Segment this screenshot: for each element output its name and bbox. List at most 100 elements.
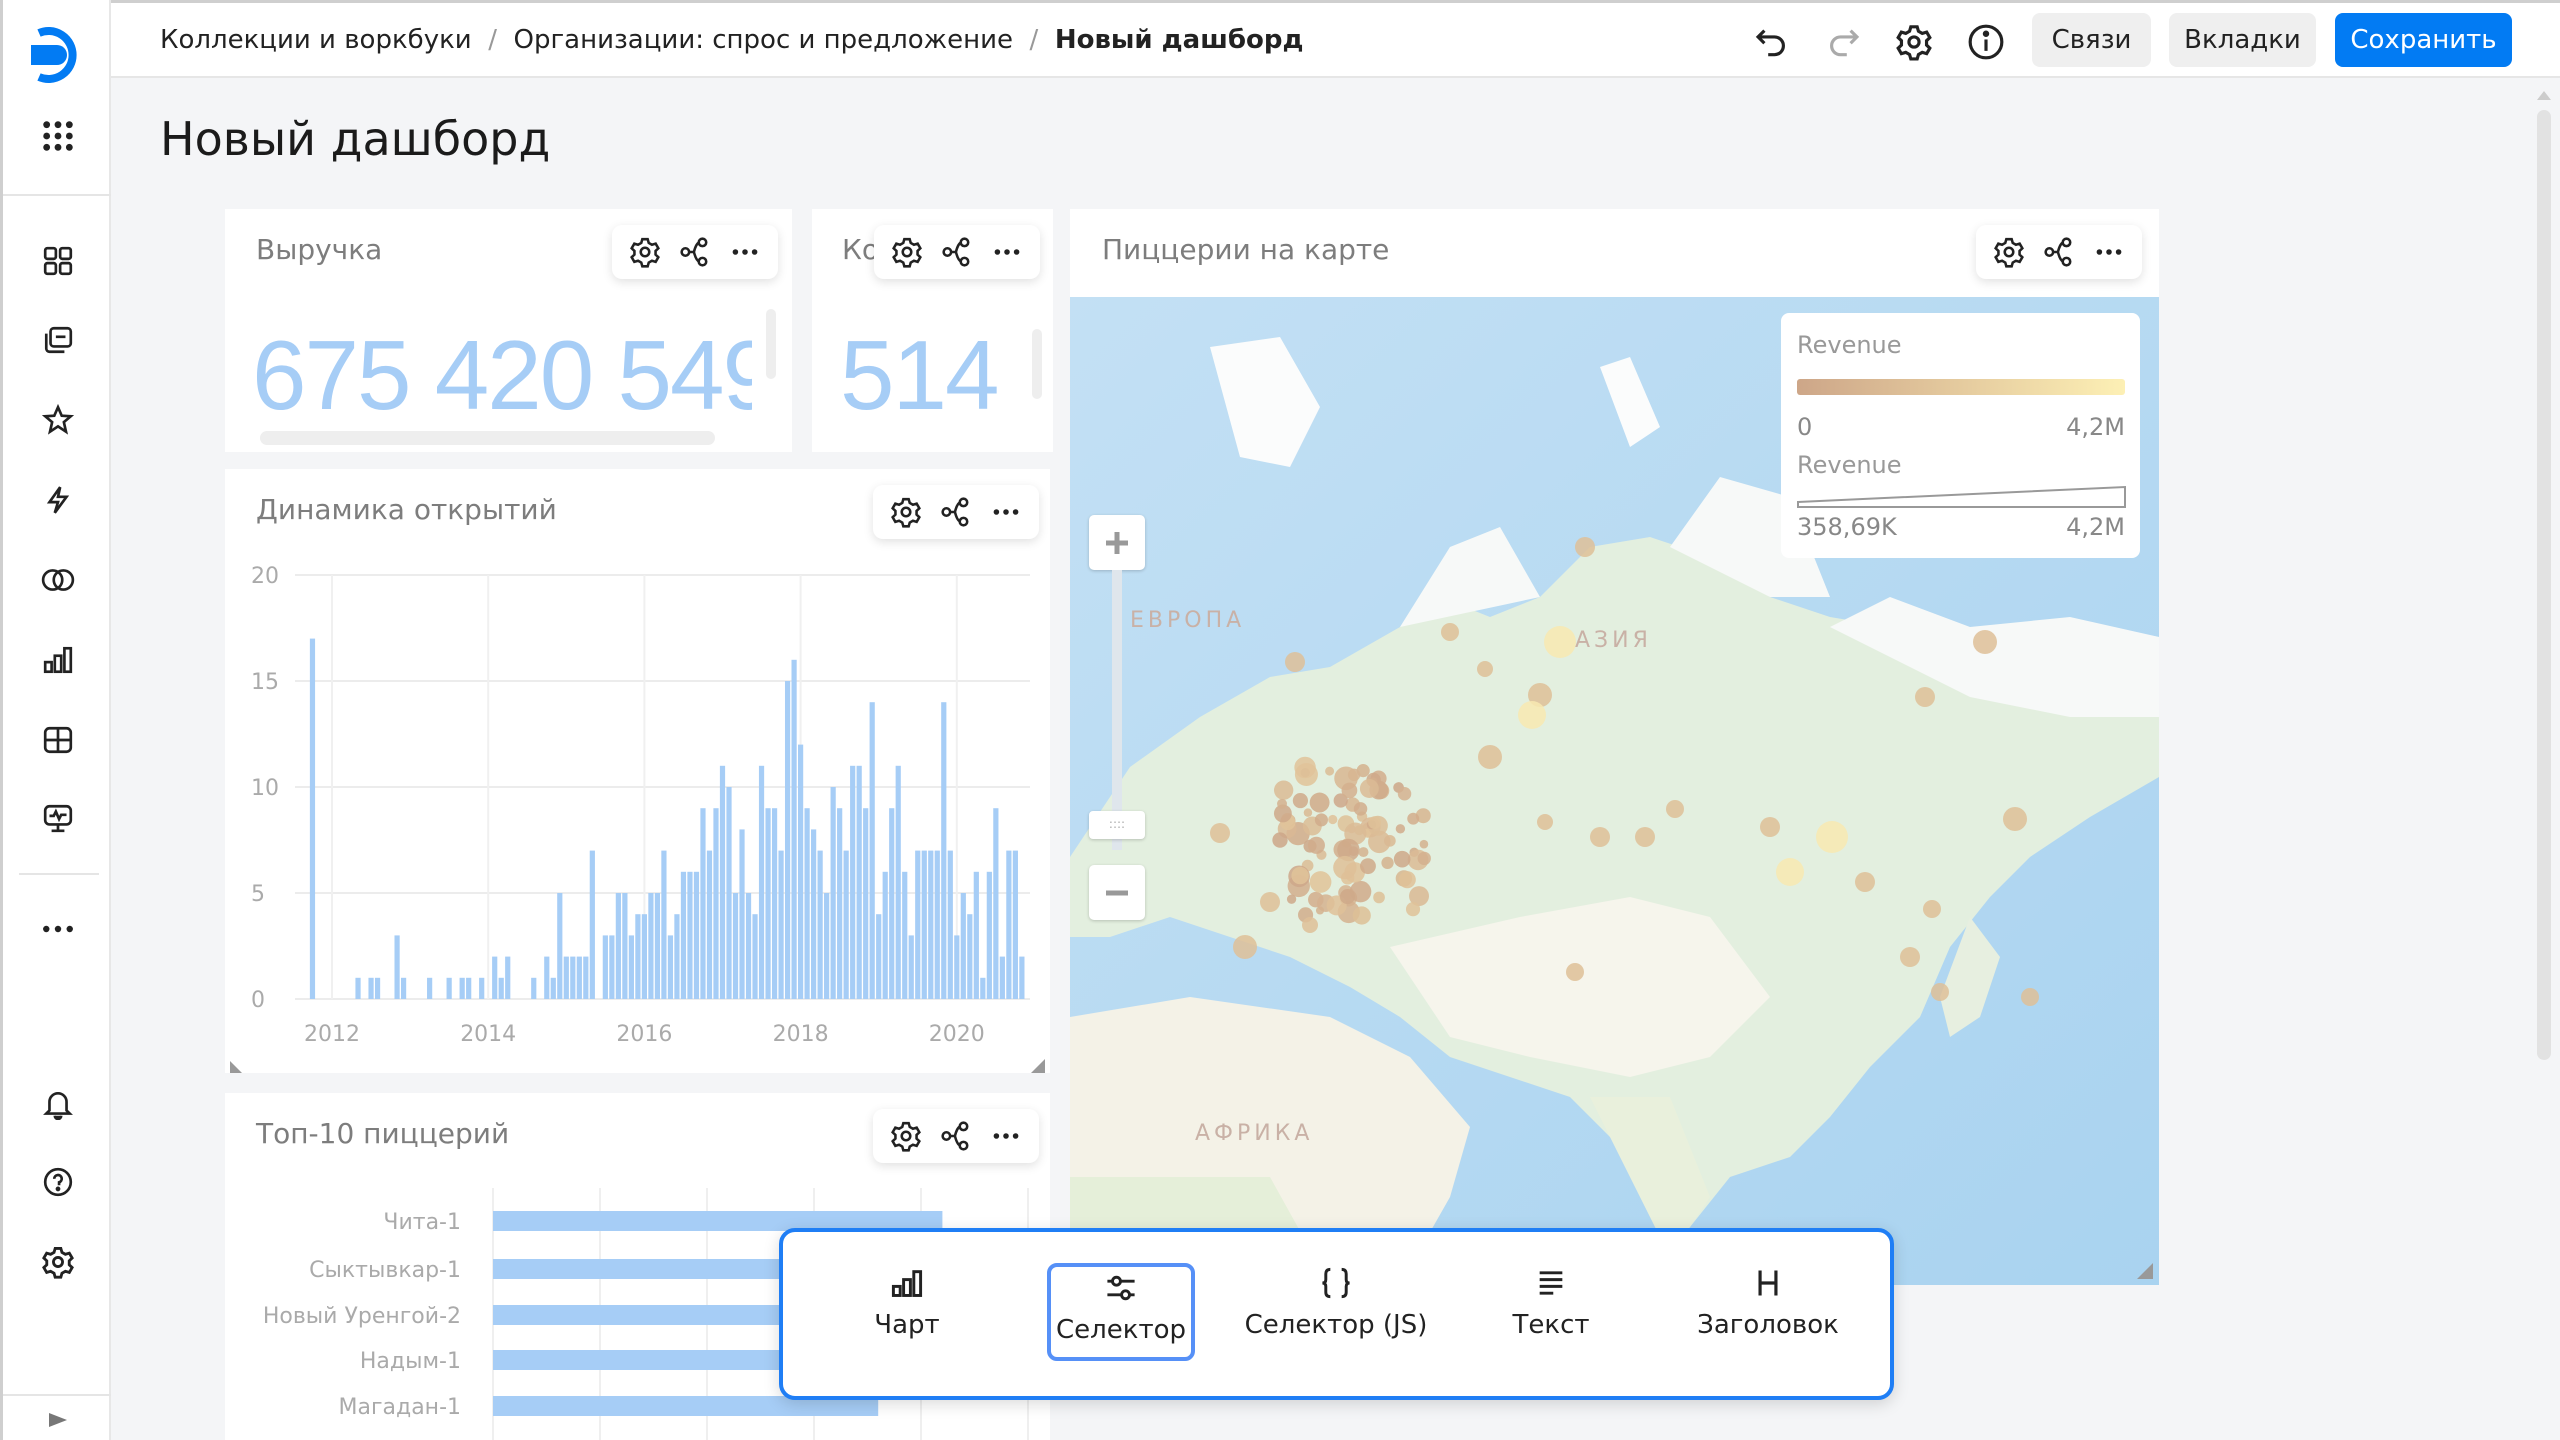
pizzeria-bubble bbox=[1393, 850, 1411, 868]
bar bbox=[882, 871, 888, 999]
zoom-slider-track[interactable] bbox=[1112, 570, 1122, 850]
pizzeria-bubble bbox=[1333, 793, 1348, 808]
category-label: Новый Уренгой-2 bbox=[263, 1304, 461, 1329]
pizzeria-bubble bbox=[1417, 851, 1431, 866]
map-legend: Revenue 0 4,2M Revenue 358,69K 4,2M bbox=[1781, 313, 2140, 558]
settings-icon[interactable] bbox=[891, 236, 923, 268]
pizzeria-bubble bbox=[1477, 661, 1493, 677]
category-label: Чита-1 bbox=[383, 1210, 461, 1235]
share-icon[interactable] bbox=[940, 496, 972, 528]
share-icon[interactable] bbox=[941, 236, 973, 268]
more-icon[interactable] bbox=[729, 236, 761, 268]
add-text-button[interactable]: Текст bbox=[1451, 1262, 1651, 1362]
pizzeria-bubble bbox=[1360, 858, 1376, 875]
bar bbox=[934, 850, 940, 999]
more-icon[interactable] bbox=[991, 236, 1023, 268]
bar bbox=[1019, 956, 1025, 999]
pizzeria-bubble bbox=[2021, 988, 2039, 1006]
collections-icon[interactable] bbox=[38, 241, 78, 281]
page-scrollbar[interactable] bbox=[2535, 80, 2553, 1440]
bar bbox=[589, 850, 595, 999]
pizzeria-bubble bbox=[1816, 821, 1848, 853]
bar bbox=[993, 808, 999, 999]
pizzeria-bubble bbox=[1923, 900, 1941, 918]
undo-icon[interactable] bbox=[1753, 23, 1791, 61]
settings-icon[interactable] bbox=[890, 1120, 922, 1152]
add-selector-js-button[interactable]: Селектор (JS) bbox=[1236, 1262, 1436, 1362]
charts-icon[interactable] bbox=[38, 640, 78, 680]
dynamics-card: Динамика открытий 0 5 10 15 20 2012 2014 2016 20… bbox=[225, 469, 1050, 1073]
connections-bolt-icon[interactable] bbox=[38, 480, 78, 520]
settings-icon[interactable] bbox=[38, 1242, 78, 1282]
redo-icon[interactable] bbox=[1824, 23, 1862, 61]
bar bbox=[817, 850, 823, 999]
notifications-bell-icon[interactable] bbox=[38, 1084, 78, 1124]
save-button[interactable]: Сохранить bbox=[2335, 13, 2512, 67]
breadcrumb-item[interactable]: Коллекции и воркбуки bbox=[160, 25, 472, 55]
more-icon[interactable] bbox=[38, 909, 78, 949]
add-heading-button[interactable]: Заголовок bbox=[1668, 1262, 1868, 1362]
bar bbox=[459, 977, 465, 999]
resize-handle-icon bbox=[1031, 1059, 1045, 1073]
bar bbox=[635, 914, 641, 999]
pizzeria-bubble bbox=[1518, 701, 1546, 729]
bar bbox=[719, 765, 726, 999]
pizzeria-bubble bbox=[1272, 832, 1288, 848]
logo[interactable] bbox=[25, 27, 89, 83]
bar bbox=[693, 871, 700, 999]
bar bbox=[745, 893, 752, 999]
bar bbox=[674, 914, 680, 999]
expand-icon[interactable] bbox=[38, 1400, 78, 1440]
bar bbox=[778, 850, 784, 999]
resize-handle-icon[interactable] bbox=[2137, 1263, 2153, 1279]
pizzeria-bubble bbox=[1575, 537, 1595, 557]
apps-grid-icon[interactable] bbox=[38, 116, 78, 156]
add-chart-button[interactable]: Чарт bbox=[807, 1262, 1007, 1362]
share-icon[interactable] bbox=[679, 236, 711, 268]
zoom-in-button[interactable] bbox=[1089, 515, 1145, 570]
y-tick-label: 0 bbox=[251, 988, 265, 1013]
dashboards-icon[interactable] bbox=[38, 720, 78, 760]
tabs-button[interactable]: Вкладки bbox=[2169, 13, 2316, 67]
info-icon[interactable] bbox=[1967, 23, 2005, 61]
workbooks-icon[interactable] bbox=[38, 320, 78, 360]
bar bbox=[921, 850, 927, 999]
bar bbox=[493, 1396, 879, 1416]
monitoring-icon[interactable] bbox=[38, 798, 78, 838]
scroll-up-icon[interactable] bbox=[2535, 88, 2553, 102]
add-selector-button[interactable]: Селектор bbox=[1047, 1263, 1195, 1361]
zoom-slider-handle[interactable]: :::: bbox=[1089, 811, 1145, 839]
pizzeria-bubble bbox=[1292, 792, 1309, 809]
share-icon[interactable] bbox=[2043, 236, 2075, 268]
favorites-star-icon[interactable] bbox=[38, 400, 78, 440]
more-icon[interactable] bbox=[990, 1120, 1022, 1152]
x-tick-label: 2020 bbox=[929, 1022, 985, 1047]
bar bbox=[1006, 850, 1012, 999]
horizontal-scrollbar[interactable] bbox=[260, 431, 715, 445]
bar bbox=[869, 702, 875, 999]
bar bbox=[784, 681, 791, 999]
land-arctic bbox=[1400, 477, 2159, 717]
vertical-scrollbar[interactable] bbox=[766, 309, 776, 379]
more-icon[interactable] bbox=[990, 496, 1022, 528]
more-icon[interactable] bbox=[2093, 236, 2125, 268]
pizzeria-bubble bbox=[1590, 827, 1610, 847]
settings-icon[interactable] bbox=[1993, 236, 2025, 268]
settings-icon[interactable] bbox=[629, 236, 661, 268]
category-label: Сыктывкар-1 bbox=[309, 1258, 461, 1283]
bar bbox=[941, 702, 947, 999]
help-icon[interactable] bbox=[38, 1162, 78, 1202]
settings-icon[interactable] bbox=[890, 496, 922, 528]
breadcrumb-item[interactable]: Организации: спрос и предложение bbox=[513, 25, 1013, 55]
datasets-icon[interactable] bbox=[38, 560, 78, 600]
legend-color-title: Revenue bbox=[1797, 331, 1902, 359]
scrollbar-thumb[interactable] bbox=[2537, 110, 2551, 1060]
settings-icon[interactable] bbox=[1895, 23, 1933, 61]
pizzeria-bubble bbox=[1915, 687, 1935, 707]
zoom-out-button[interactable] bbox=[1089, 865, 1145, 920]
share-icon[interactable] bbox=[940, 1120, 972, 1152]
links-button[interactable]: Связи bbox=[2032, 13, 2151, 67]
heading-icon bbox=[1758, 1270, 1778, 1296]
vertical-scrollbar[interactable] bbox=[1032, 329, 1042, 399]
bar bbox=[654, 893, 661, 999]
